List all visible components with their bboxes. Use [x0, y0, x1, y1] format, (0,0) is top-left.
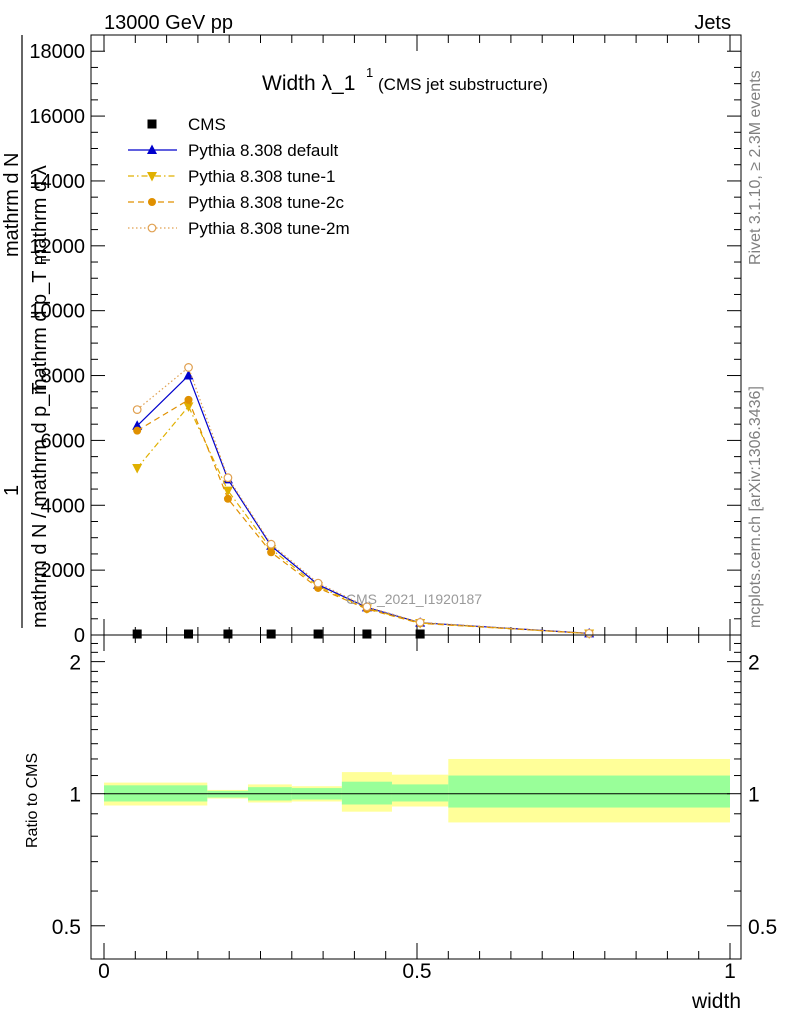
series-cms	[132, 629, 425, 639]
main-ytick-label: 14000	[29, 171, 85, 193]
legend: CMS Pythia 8.308 default Pythia 8.308 tune…	[128, 115, 350, 238]
main-ytick-label: 16000	[29, 106, 85, 128]
data-point-marker	[133, 426, 142, 435]
ylabel-one: 1	[1, 485, 23, 496]
data-point-marker	[148, 198, 156, 206]
main-ylabel: mathrm d N mathrm d p_T mathrm d λ 1 mat…	[1, 35, 53, 628]
data-point-marker	[147, 144, 157, 154]
series-pythia-8-308-tune-2m	[132, 363, 594, 638]
data-point-marker	[147, 172, 157, 182]
data-point-marker	[132, 463, 143, 474]
ylabel-second-denominator: mathrm d N / mathrm d p_T	[29, 382, 51, 628]
main-ytick-label: 2000	[41, 560, 86, 582]
x-axis-label: width	[691, 990, 741, 1013]
ratio-band-inner	[391, 784, 449, 802]
ratio-ytick-label-right: 0.5	[748, 916, 777, 939]
ratio-ytick-label-left: 2	[69, 652, 81, 675]
main-ytick-label: 0	[74, 625, 85, 647]
ratio-frame	[90, 634, 742, 960]
ratio-axis-ticks: 0.5 0.5 1 1 2 2 0 0.5 1	[52, 635, 777, 983]
ratio-bands	[104, 758, 730, 823]
data-point-marker	[362, 602, 372, 612]
legend-label: Pythia 8.308 tune-1	[188, 167, 335, 186]
ylabel-numerator: mathrm d N	[1, 153, 23, 257]
data-point-marker	[132, 420, 143, 430]
legend-label: Pythia 8.308 tune-2c	[188, 193, 344, 212]
data-point-marker	[267, 548, 276, 557]
data-point-marker	[223, 494, 232, 503]
ratio-band-inner	[207, 790, 248, 798]
main-panel: 0 2000 4000 6000 8000 10000 12000 14000 16000 180…	[1, 34, 742, 647]
data-point-marker	[132, 405, 142, 414]
main-ytick-label: 6000	[41, 430, 86, 452]
main-ytick-label: 4000	[41, 495, 86, 517]
chart-subtitle: (CMS jet substructure)	[378, 75, 548, 94]
data-point-marker	[222, 486, 233, 497]
ratio-band-inner	[341, 781, 392, 805]
ratio-xtick-label: 0.5	[402, 960, 431, 983]
data-point-marker	[184, 629, 194, 639]
data-point-marker	[415, 629, 425, 639]
ratio-ytick-label-left: 0.5	[52, 916, 81, 939]
main-axis-ticks: 0 2000 4000 6000 8000 10000 12000 14000 16000 180…	[29, 34, 741, 647]
ratio-band-inner	[448, 775, 730, 808]
main-ytick-label: 10000	[29, 301, 85, 323]
data-point-marker	[313, 629, 323, 639]
data-point-marker	[266, 539, 276, 549]
ylabel-denominator: mathrm d p_T mathrm d λ	[29, 165, 51, 395]
data-point-marker	[223, 629, 233, 639]
ratio-panel: 0.5 0.5 1 1 2 2 0 0.5 1 Ratio to CMS width	[24, 634, 777, 1013]
main-ytick-label: 12000	[29, 236, 85, 258]
ylabel-subscript: T	[38, 256, 53, 264]
data-point-marker	[362, 629, 372, 639]
ratio-ytick-label-right: 1	[748, 784, 760, 807]
data-point-marker	[415, 617, 425, 627]
main-series-group	[132, 363, 595, 640]
data-point-marker	[584, 628, 594, 638]
legend-label: CMS	[188, 115, 226, 134]
rivet-label: Rivet 3.1.10, ≥ 2.3M events	[747, 70, 764, 265]
ratio-ylabel: Ratio to CMS	[24, 753, 41, 848]
data-point-marker	[132, 629, 142, 639]
data-point-marker	[184, 363, 193, 372]
data-point-marker	[147, 223, 157, 233]
main-ytick-label: 18000	[29, 41, 85, 63]
chart-title-superscript: 1	[366, 65, 373, 80]
data-point-marker	[184, 395, 193, 404]
data-point-marker	[223, 473, 233, 483]
data-point-marker	[147, 119, 157, 129]
ratio-ytick-label-left: 1	[69, 784, 81, 807]
ratio-xtick-label: 0	[98, 960, 110, 983]
legend-label: Pythia 8.308 tune-2m	[188, 219, 350, 238]
chart-title: Width λ_1	[262, 72, 355, 95]
energy-label: 13000 GeV pp	[104, 12, 233, 34]
process-label: Jets	[694, 12, 731, 34]
ratio-ytick-label-right: 2	[748, 652, 760, 675]
mcplots-label: mcplots.cern.ch [arXiv:1306.3436]	[747, 386, 764, 628]
main-ytick-label: 8000	[41, 366, 86, 388]
legend-label: Pythia 8.308 default	[188, 141, 339, 160]
data-point-marker	[183, 370, 194, 380]
data-point-marker	[266, 629, 276, 639]
series-line	[136, 366, 590, 634]
ratio-xtick-label: 1	[724, 960, 736, 983]
series-line	[136, 398, 590, 635]
data-point-marker	[313, 578, 323, 588]
analysis-watermark: CMS_2021_I1920187	[346, 591, 482, 607]
